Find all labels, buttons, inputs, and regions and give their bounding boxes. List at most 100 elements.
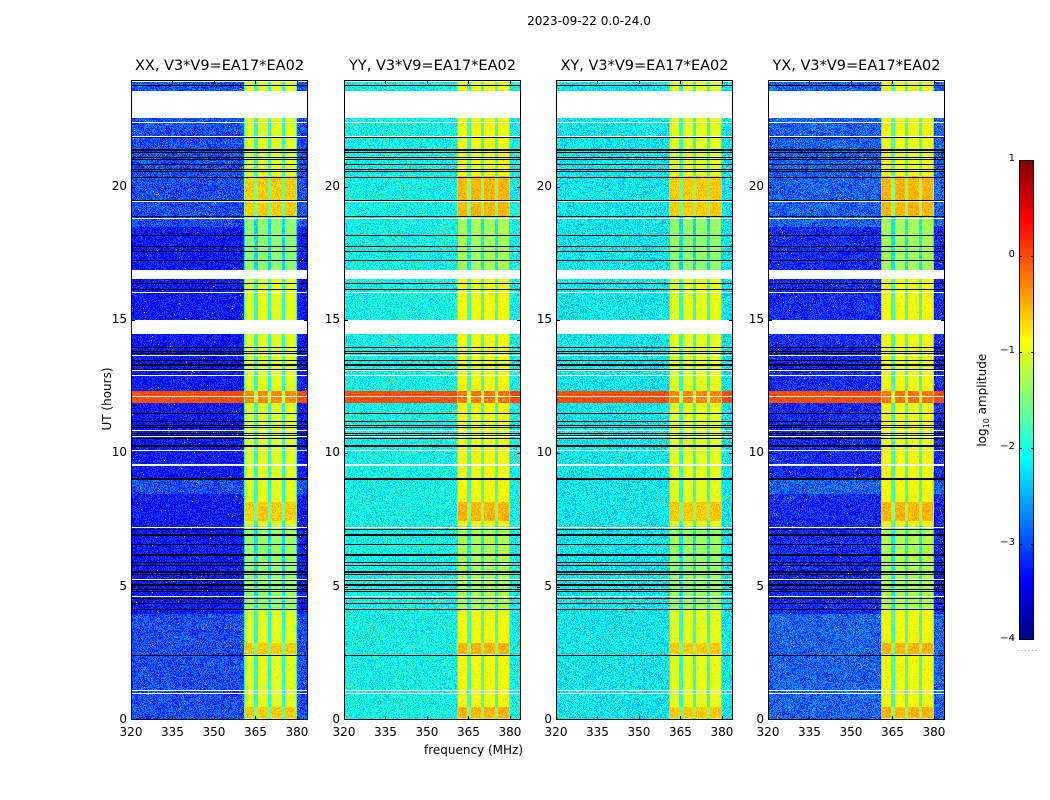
y-tick-label: 5: [756, 578, 764, 593]
y-tick-mark: [941, 186, 945, 188]
x-tick-mark: [509, 80, 511, 84]
y-tick-mark: [556, 719, 560, 720]
y-tick-label: 0: [756, 712, 764, 726]
x-tick-mark: [213, 80, 215, 84]
panel-xx: XX, V3*V9=EA17*EA02 0 5 10 15 20 320 335 350 365…: [112, 58, 309, 739]
x-tick-label: 380: [498, 725, 522, 739]
y-tick-label: 20: [536, 178, 552, 193]
x-tick-mark: [680, 80, 682, 84]
y-tick-mark: [344, 453, 348, 455]
y-tick-label: 10: [324, 445, 340, 460]
x-tick-mark: [556, 80, 557, 84]
x-tick-mark: [768, 80, 769, 84]
axes-frame: [131, 80, 308, 720]
panel-title: YX, V3*V9=EA17*EA02: [772, 58, 941, 74]
colorbar-tick-label: −4: [1000, 633, 1015, 644]
y-tick-mark: [729, 586, 733, 588]
y-tick-label: 15: [111, 312, 127, 326]
y-tick-mark: [304, 586, 308, 588]
y-tick-mark: [768, 186, 772, 188]
x-axis-label: frequency (MHz): [424, 743, 524, 757]
x-tick-label: 365: [457, 725, 480, 739]
colorbar-tick-mark: [1031, 256, 1034, 257]
x-tick-mark: [721, 716, 723, 720]
x-tick-label: 335: [374, 725, 397, 739]
y-tick-mark: [556, 586, 560, 588]
y-tick-mark: [941, 586, 945, 588]
x-tick-mark: [172, 716, 174, 720]
y-tick-mark: [304, 719, 308, 720]
x-tick-label: 350: [627, 725, 651, 739]
x-tick-label: 365: [669, 725, 692, 739]
y-tick-mark: [729, 320, 733, 321]
x-tick-mark: [809, 716, 811, 720]
colorbar-tick-mark: [1031, 160, 1034, 161]
y-tick-mark: [304, 320, 308, 321]
x-tick-label: 365: [881, 725, 904, 739]
colorbar-tick-label: −1: [1000, 345, 1015, 356]
x-tick-mark: [892, 80, 894, 84]
x-tick-label: 380: [922, 725, 946, 739]
x-tick-mark: [468, 80, 470, 84]
x-tick-mark: [468, 716, 470, 720]
panel-title: YY, V3*V9=EA17*EA02: [349, 58, 516, 74]
x-tick-mark: [344, 80, 345, 84]
y-tick-mark: [517, 453, 521, 455]
y-tick-label: 20: [748, 178, 764, 193]
colorbar-tick-label: −2: [1000, 441, 1015, 452]
y-tick-label: 5: [332, 578, 340, 593]
x-tick-mark: [385, 80, 387, 84]
colorbar-tick-label: 0: [1008, 249, 1015, 260]
panel-title: XX, V3*V9=EA17*EA02: [134, 58, 305, 74]
x-tick-mark: [638, 716, 640, 720]
x-tick-mark: [809, 80, 811, 84]
x-tick-mark: [385, 716, 387, 720]
colorbar-tick-mark: [1019, 160, 1022, 161]
waterfall-heatmap: [131, 80, 308, 720]
y-tick-label: 10: [748, 445, 764, 460]
x-tick-mark: [892, 716, 894, 720]
axes-frame: [556, 80, 733, 720]
y-tick-mark: [344, 186, 348, 188]
y-tick-mark: [344, 586, 348, 588]
colorbar-tick-mark: [1031, 352, 1034, 353]
x-tick-label: 335: [798, 725, 821, 739]
x-tick-mark: [426, 80, 428, 84]
y-tick-mark: [304, 186, 308, 188]
x-tick-mark: [556, 716, 557, 720]
y-tick-mark: [517, 320, 521, 321]
y-tick-label: 15: [324, 312, 340, 326]
y-tick-mark: [344, 719, 348, 720]
x-tick-mark: [296, 80, 298, 84]
x-tick-label: 380: [710, 725, 734, 739]
y-tick-mark: [131, 586, 135, 588]
y-tick-label: 0: [119, 712, 127, 726]
waterfall-heatmap: [768, 80, 945, 720]
figure-suptitle: 2023-09-22 0.0-24.0: [527, 14, 651, 28]
waterfall-heatmap: [344, 80, 521, 720]
y-tick-label: 20: [324, 178, 340, 193]
y-tick-mark: [768, 586, 772, 588]
x-tick-mark: [933, 80, 935, 84]
waterfall-heatmap: [556, 80, 733, 720]
x-tick-mark: [638, 80, 640, 84]
x-tick-label: 320: [119, 725, 143, 739]
colorbar-tick-mark: [1031, 448, 1034, 449]
y-tick-label: 0: [544, 712, 552, 726]
x-tick-label: 320: [756, 725, 780, 739]
y-tick-label: 10: [536, 445, 552, 460]
x-tick-mark: [172, 80, 174, 84]
x-tick-mark: [850, 80, 852, 84]
panel-yx: YX, V3*V9=EA17*EA02 0 5 10 15 20 320 335 350 365…: [749, 58, 946, 739]
x-tick-mark: [597, 80, 599, 84]
x-tick-mark: [131, 80, 132, 84]
y-tick-mark: [729, 719, 733, 720]
y-tick-mark: [131, 320, 135, 321]
x-tick-mark: [255, 716, 257, 720]
x-tick-mark: [721, 80, 723, 84]
y-tick-mark: [729, 186, 733, 188]
panel-xy: XY, V3*V9=EA17*EA02 0 5 10 15 20 320 335 350 365…: [537, 58, 734, 739]
y-tick-mark: [517, 186, 521, 188]
colorbar-tick-mark: [1019, 639, 1022, 640]
y-tick-label: 15: [536, 312, 552, 326]
